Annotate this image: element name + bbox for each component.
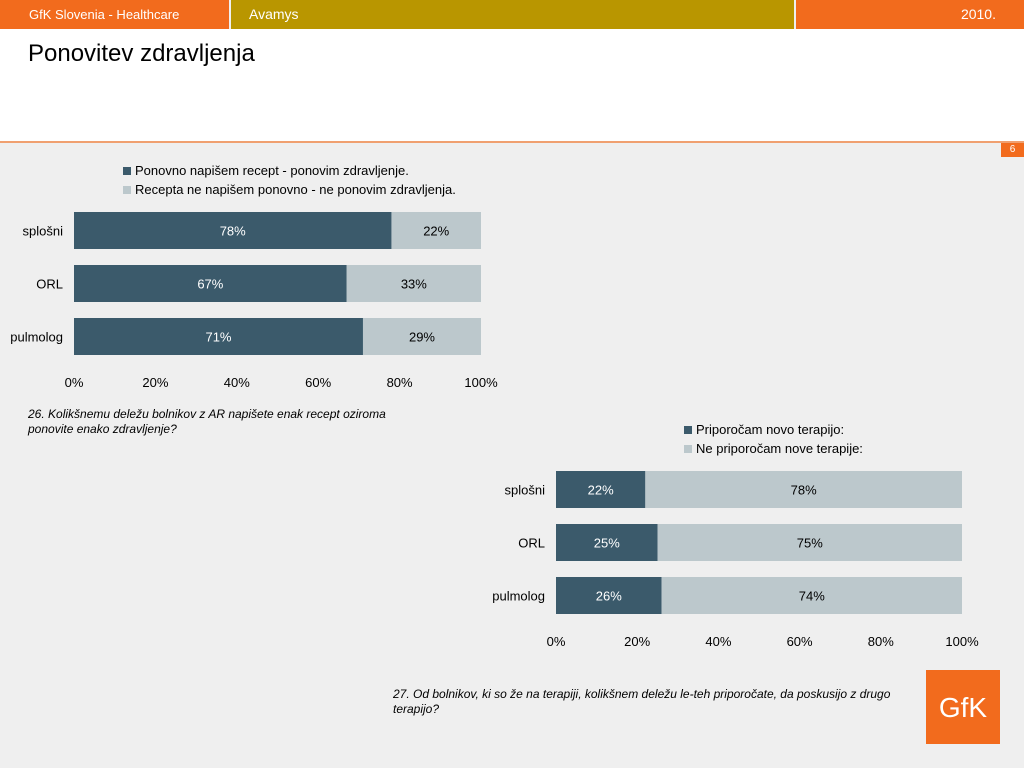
chart-27-bar-2-0: [556, 577, 662, 614]
chart-27-tick-4: 80%: [868, 634, 894, 649]
chart-26-data-label-0-0: 78%: [220, 224, 246, 239]
company-label: GfK Slovenia - Healthcare: [0, 0, 229, 29]
chart-27-tick-0: 0%: [547, 634, 566, 649]
gfk-logo-text: GfK: [939, 692, 988, 723]
chart-26-data-label-2-1: 29%: [409, 330, 435, 345]
question-27: 27. Od bolnikov, ki so že na terapiji, k…: [393, 687, 891, 716]
year-label: 2010.: [796, 0, 1024, 29]
chart-27-tick-3: 60%: [787, 634, 813, 649]
chart-27-tick-5: 100%: [945, 634, 979, 649]
chart-27-data-label-2-0: 26%: [596, 589, 622, 604]
chart-26-tick-2: 40%: [224, 375, 250, 390]
chart-26-data-label-1-1: 33%: [401, 277, 427, 292]
page-number: 6: [1001, 143, 1024, 157]
chart-27-data-label-2-1: 74%: [799, 589, 825, 604]
chart-26-legend-label-0: Ponovno napišem recept - ponovim zdravlj…: [135, 163, 409, 178]
top-bar: GfK Slovenia - Healthcare Avamys 2010.: [0, 0, 1024, 29]
slide-header: [0, 29, 1024, 141]
chart-26-data-label-0-1: 22%: [423, 224, 449, 239]
chart-26-tick-4: 80%: [387, 375, 413, 390]
chart-27-category-2: pulmolog: [492, 589, 545, 604]
chart-27-bar-1-0: [556, 524, 658, 561]
chart-26-bar-2-1: [362, 318, 481, 355]
chart-26-category-2: pulmolog: [10, 330, 63, 345]
chart-27-category-0: splošni: [505, 483, 546, 498]
chart-26-legend-label-1: Recepta ne napišem ponovno - ne ponovim …: [135, 182, 456, 197]
chart-27-data-label-0-0: 22%: [588, 483, 614, 498]
product-label: Avamys: [231, 0, 794, 29]
chart-26-tick-5: 100%: [464, 375, 498, 390]
gfk-logo: GfK: [926, 670, 1000, 744]
chart-26-bar-0-1: [391, 212, 481, 249]
chart-27-bar-1-1: [657, 524, 962, 561]
chart-27-data-label-1-0: 25%: [594, 536, 620, 551]
chart-26-data-label-1-0: 67%: [197, 277, 223, 292]
chart-27-legend-swatch-0: [684, 426, 692, 434]
chart-27-tick-2: 40%: [705, 634, 731, 649]
question-26: 26. Kolikšnemu deležu bolnikov z AR napi…: [28, 407, 386, 436]
chart-26-category-1: ORL: [36, 277, 63, 292]
chart-26-tick-1: 20%: [142, 375, 168, 390]
chart-26-tick-3: 60%: [305, 375, 331, 390]
chart-26-bar-2-0: [74, 318, 363, 355]
chart-26-legend-swatch-0: [123, 167, 131, 175]
chart-26-bar-1-0: [74, 265, 347, 302]
chart-27-data-label-0-1: 78%: [791, 483, 817, 498]
chart-27-bar-0-0: [556, 471, 646, 508]
header-divider: [0, 141, 1024, 143]
chart-27-tick-1: 20%: [624, 634, 650, 649]
chart-27-legend-label-0: Priporočam novo terapijo:: [696, 422, 844, 437]
chart-26-category-0: splošni: [23, 224, 64, 239]
chart-26-data-label-2-0: 71%: [205, 330, 231, 345]
chart-27-bar-2-1: [661, 577, 962, 614]
chart-27-data-label-1-1: 75%: [797, 536, 823, 551]
chart-27-legend-label-1: Ne priporočam nove terapije:: [696, 441, 863, 456]
chart-26-bar-1-1: [346, 265, 481, 302]
chart-26-legend-swatch-1: [123, 186, 131, 194]
chart-27-category-1: ORL: [518, 536, 545, 551]
chart-27-bar-0-1: [645, 471, 962, 508]
chart-27-legend-swatch-1: [684, 445, 692, 453]
chart-26-bar-0-0: [74, 212, 392, 249]
page-title: Ponovitev zdravljenja: [28, 40, 255, 67]
chart-26-tick-0: 0%: [65, 375, 84, 390]
